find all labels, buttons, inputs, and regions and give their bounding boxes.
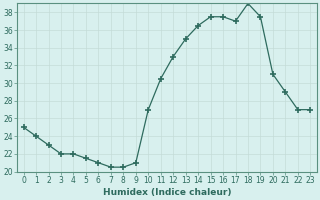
X-axis label: Humidex (Indice chaleur): Humidex (Indice chaleur) xyxy=(103,188,231,197)
